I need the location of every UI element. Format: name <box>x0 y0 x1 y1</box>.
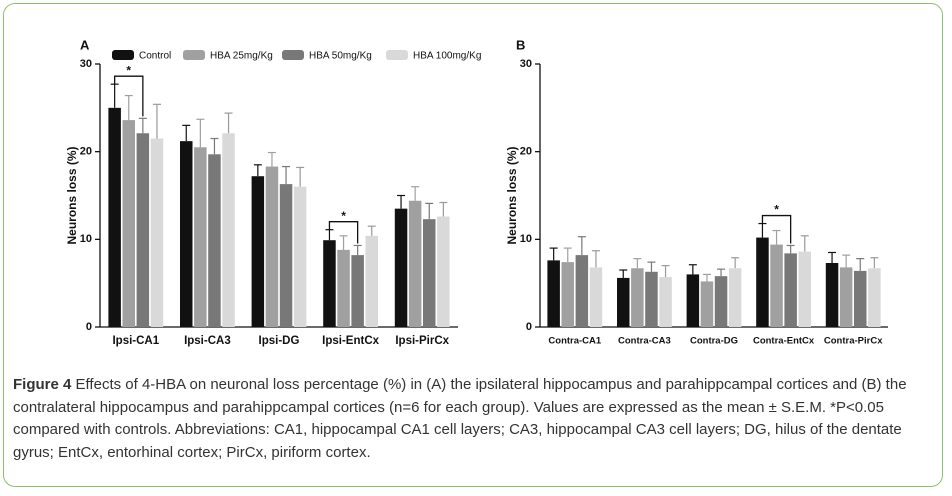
bar <box>423 219 436 327</box>
bar <box>194 147 207 327</box>
x-tick-label: Contra-CA3 <box>618 336 671 347</box>
bar <box>798 251 811 327</box>
caption-text: Effects of 4-HBA on neuronal loss percen… <box>13 376 907 461</box>
bar <box>659 277 672 327</box>
bar <box>208 154 221 327</box>
bar <box>645 271 658 327</box>
significance-mark: * <box>126 63 131 77</box>
y-tick-label: 0 <box>526 321 532 333</box>
bar <box>756 237 769 327</box>
x-tick-label: Ipsi-CA1 <box>112 335 159 347</box>
bar <box>136 133 150 327</box>
legend-label: Control <box>139 51 171 62</box>
x-tick-label: Ipsi-CA3 <box>184 335 231 347</box>
bar <box>686 274 700 327</box>
caption: Figure 4 Effects of 4-HBA on neuronal lo… <box>13 374 933 464</box>
bar <box>547 260 560 327</box>
bar <box>122 120 135 328</box>
panel-label: B <box>516 37 525 52</box>
y-tick-label: 20 <box>80 146 92 158</box>
bar <box>394 208 408 327</box>
legend-label: HBA 50mg/Kg <box>309 51 372 62</box>
bar <box>437 216 450 327</box>
significance-bracket <box>761 214 792 244</box>
bar <box>589 267 603 327</box>
bar <box>180 141 193 327</box>
bar <box>854 270 867 327</box>
bar <box>279 184 293 327</box>
bar <box>293 186 307 327</box>
bar <box>150 138 164 327</box>
x-tick-label: Contra-CA1 <box>548 336 601 347</box>
legend-swatch <box>386 50 408 60</box>
bar <box>251 176 265 327</box>
bar <box>222 133 235 327</box>
x-tick-label: Contra-DG <box>690 336 738 347</box>
legend-swatch <box>112 50 134 60</box>
bar <box>351 255 364 327</box>
bar <box>631 268 644 327</box>
bar <box>868 268 881 327</box>
legend-label: HBA 100mg/Kg <box>413 51 481 62</box>
caption-label: Figure 4 <box>13 376 72 393</box>
significance-bracket <box>114 75 144 117</box>
bar <box>700 281 714 327</box>
figure-frame <box>3 3 943 487</box>
significance-bracket <box>328 221 359 244</box>
significance-mark: * <box>341 209 346 223</box>
bar <box>337 249 350 327</box>
y-tick-label: 0 <box>86 321 92 333</box>
bar <box>575 255 589 327</box>
panel-label: A <box>80 37 90 52</box>
y-tick-label: 30 <box>520 58 532 70</box>
y-axis-title: Neurons loss (%) <box>65 146 79 244</box>
y-axis-title: Neurons loss (%) <box>505 146 519 244</box>
bar <box>825 263 839 327</box>
legend-swatch <box>183 50 205 60</box>
bar <box>617 277 630 327</box>
bar <box>770 244 783 327</box>
y-tick-label: 10 <box>80 233 92 245</box>
bar <box>108 107 121 327</box>
x-tick-label: Ipsi-EntCx <box>322 335 379 347</box>
bar <box>784 253 797 327</box>
x-tick-label: Contra-PirCx <box>824 336 883 347</box>
x-tick-label: Ipsi-DG <box>259 335 300 347</box>
significance-mark: * <box>774 203 779 217</box>
bar <box>728 268 742 327</box>
legend-label: HBA 25mg/Kg <box>210 51 273 62</box>
x-tick-label: Ipsi-PirCx <box>395 335 449 347</box>
x-tick-label: Contra-EntCx <box>753 336 815 347</box>
bar <box>265 166 279 327</box>
bar <box>839 267 853 327</box>
bar <box>408 200 422 327</box>
y-tick-label: 30 <box>80 58 92 70</box>
bar <box>365 235 378 327</box>
bar <box>561 262 574 327</box>
y-tick-label: 10 <box>520 233 532 245</box>
legend-swatch <box>282 50 304 60</box>
y-tick-label: 20 <box>520 146 532 158</box>
bar <box>323 240 336 327</box>
bar <box>714 276 728 327</box>
